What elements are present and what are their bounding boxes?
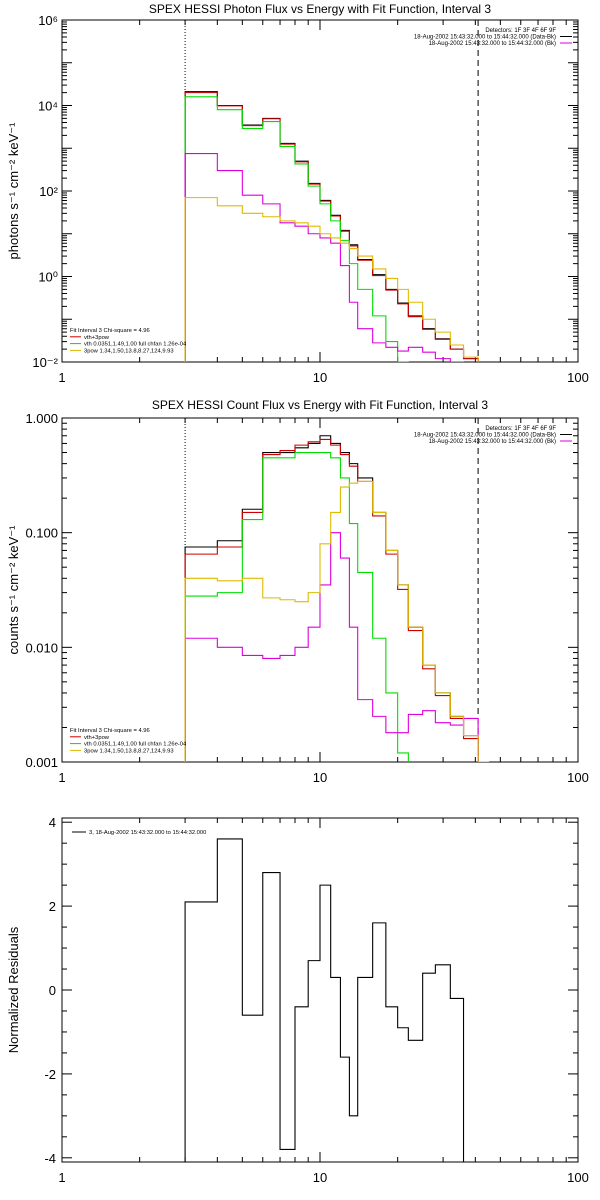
y-tick-label: 0.010 — [25, 640, 58, 655]
series-line-4 — [184, 532, 479, 762]
x-tick-label: 1 — [58, 370, 65, 385]
y-tick-label: -2 — [44, 1067, 56, 1082]
legend-entry: vth 0.0351,1.49,1.00 full chfan 1.26e-04 — [84, 342, 187, 348]
y-tick-label: 10⁻² — [32, 355, 58, 370]
y-axis-label: photons s⁻¹ cm⁻² keV⁻¹ — [6, 122, 21, 260]
header-annotation: 18-Aug-2002 15:43:32.000 to 15:44:32.000… — [414, 35, 556, 41]
y-tick-label: 2 — [49, 899, 56, 914]
header-annotation: Detectors: 1F 3F 4F 6F 9F — [485, 426, 556, 432]
legend-entry: 3, 18-Aug-2002 15:43:32.000 to 15:44:32.… — [89, 830, 206, 836]
header-annotation: Detectors: 1F 3F 4F 6F 9F — [485, 28, 556, 34]
series-line-4 — [184, 153, 465, 362]
y-axis-label: counts s⁻¹ cm⁻² keV⁻¹ — [6, 525, 21, 655]
chart-panel-1: SPEX HESSI Photon Flux vs Energy with Fi… — [6, 2, 589, 385]
legend-entry: 3pow 1.34,1.50,13.8,8.27,124,9.93 — [84, 348, 174, 354]
x-tick-label: 100 — [567, 370, 589, 385]
series-line-2 — [184, 92, 479, 362]
y-tick-label: 10⁰ — [38, 270, 58, 285]
chart-panel-2: SPEX HESSI Count Flux vs Energy with Fit… — [6, 398, 589, 785]
y-tick-label: 10² — [39, 184, 58, 199]
y-tick-label: 10⁴ — [38, 99, 58, 114]
series-group — [184, 91, 479, 362]
panel-title: SPEX HESSI Count Flux vs Energy with Fit… — [152, 398, 488, 412]
y-tick-label: 0.001 — [25, 755, 58, 770]
chart-panel-3: 1 10 100 -4 -2 0 2 4 Normalized Residuals 3, 18-A… — [6, 815, 589, 1185]
series-line-2 — [184, 438, 479, 762]
legend-entry: Fit Interval 3 Chi-square = 4.96 — [70, 728, 150, 734]
legend-entry: vth 0.0351,1.49,1.00 full chfan 1.26e-04 — [84, 742, 187, 748]
x-tick-label: 1 — [58, 1170, 65, 1185]
series-group — [184, 838, 465, 1162]
y-tick-label: 0 — [49, 983, 56, 998]
y-tick-label: 10⁶ — [38, 13, 58, 28]
series-line-3 — [184, 96, 409, 362]
y-tick-label: 4 — [49, 815, 56, 830]
legend-entry: Fit Interval 3 Chi-square = 4.96 — [70, 328, 150, 334]
legend-entry: 3pow 1.34,1.50,13.8,8.27,124,9.93 — [84, 748, 174, 754]
y-tick-label: -4 — [44, 1151, 56, 1166]
series-line-5 — [184, 480, 490, 762]
plot-frame — [61, 817, 579, 1163]
header-annotation: 18-Aug-2002 15:43:32.000 to 15:44:32.000… — [429, 41, 556, 47]
x-tick-label: 10 — [313, 1170, 327, 1185]
series-line-1 — [184, 838, 465, 1162]
header-annotation: 18-Aug-2002 15:43:32.000 to 15:44:32.000… — [414, 433, 556, 439]
y-tick-label: 1.000 — [25, 411, 58, 426]
series-group — [184, 435, 490, 762]
x-tick-label: 100 — [567, 1170, 589, 1185]
y-tick-label: 0.100 — [25, 526, 58, 541]
series-line-3 — [184, 451, 409, 762]
series-line-1 — [184, 435, 479, 762]
x-tick-label: 1 — [58, 770, 65, 785]
y-axis-label: Normalized Residuals — [6, 926, 21, 1053]
legend-entry: vth+3pow — [84, 335, 110, 341]
header-annotation: 18-Aug-2002 15:43:32.000 to 15:44:32.000… — [429, 439, 556, 445]
series-line-1 — [184, 91, 479, 362]
x-tick-label: 10 — [313, 770, 327, 785]
series-line-5 — [184, 197, 479, 362]
panel-title: SPEX HESSI Photon Flux vs Energy with Fi… — [149, 2, 491, 16]
x-tick-label: 100 — [567, 770, 589, 785]
legend-entry: vth+3pow — [84, 735, 110, 741]
x-tick-label: 10 — [313, 370, 327, 385]
